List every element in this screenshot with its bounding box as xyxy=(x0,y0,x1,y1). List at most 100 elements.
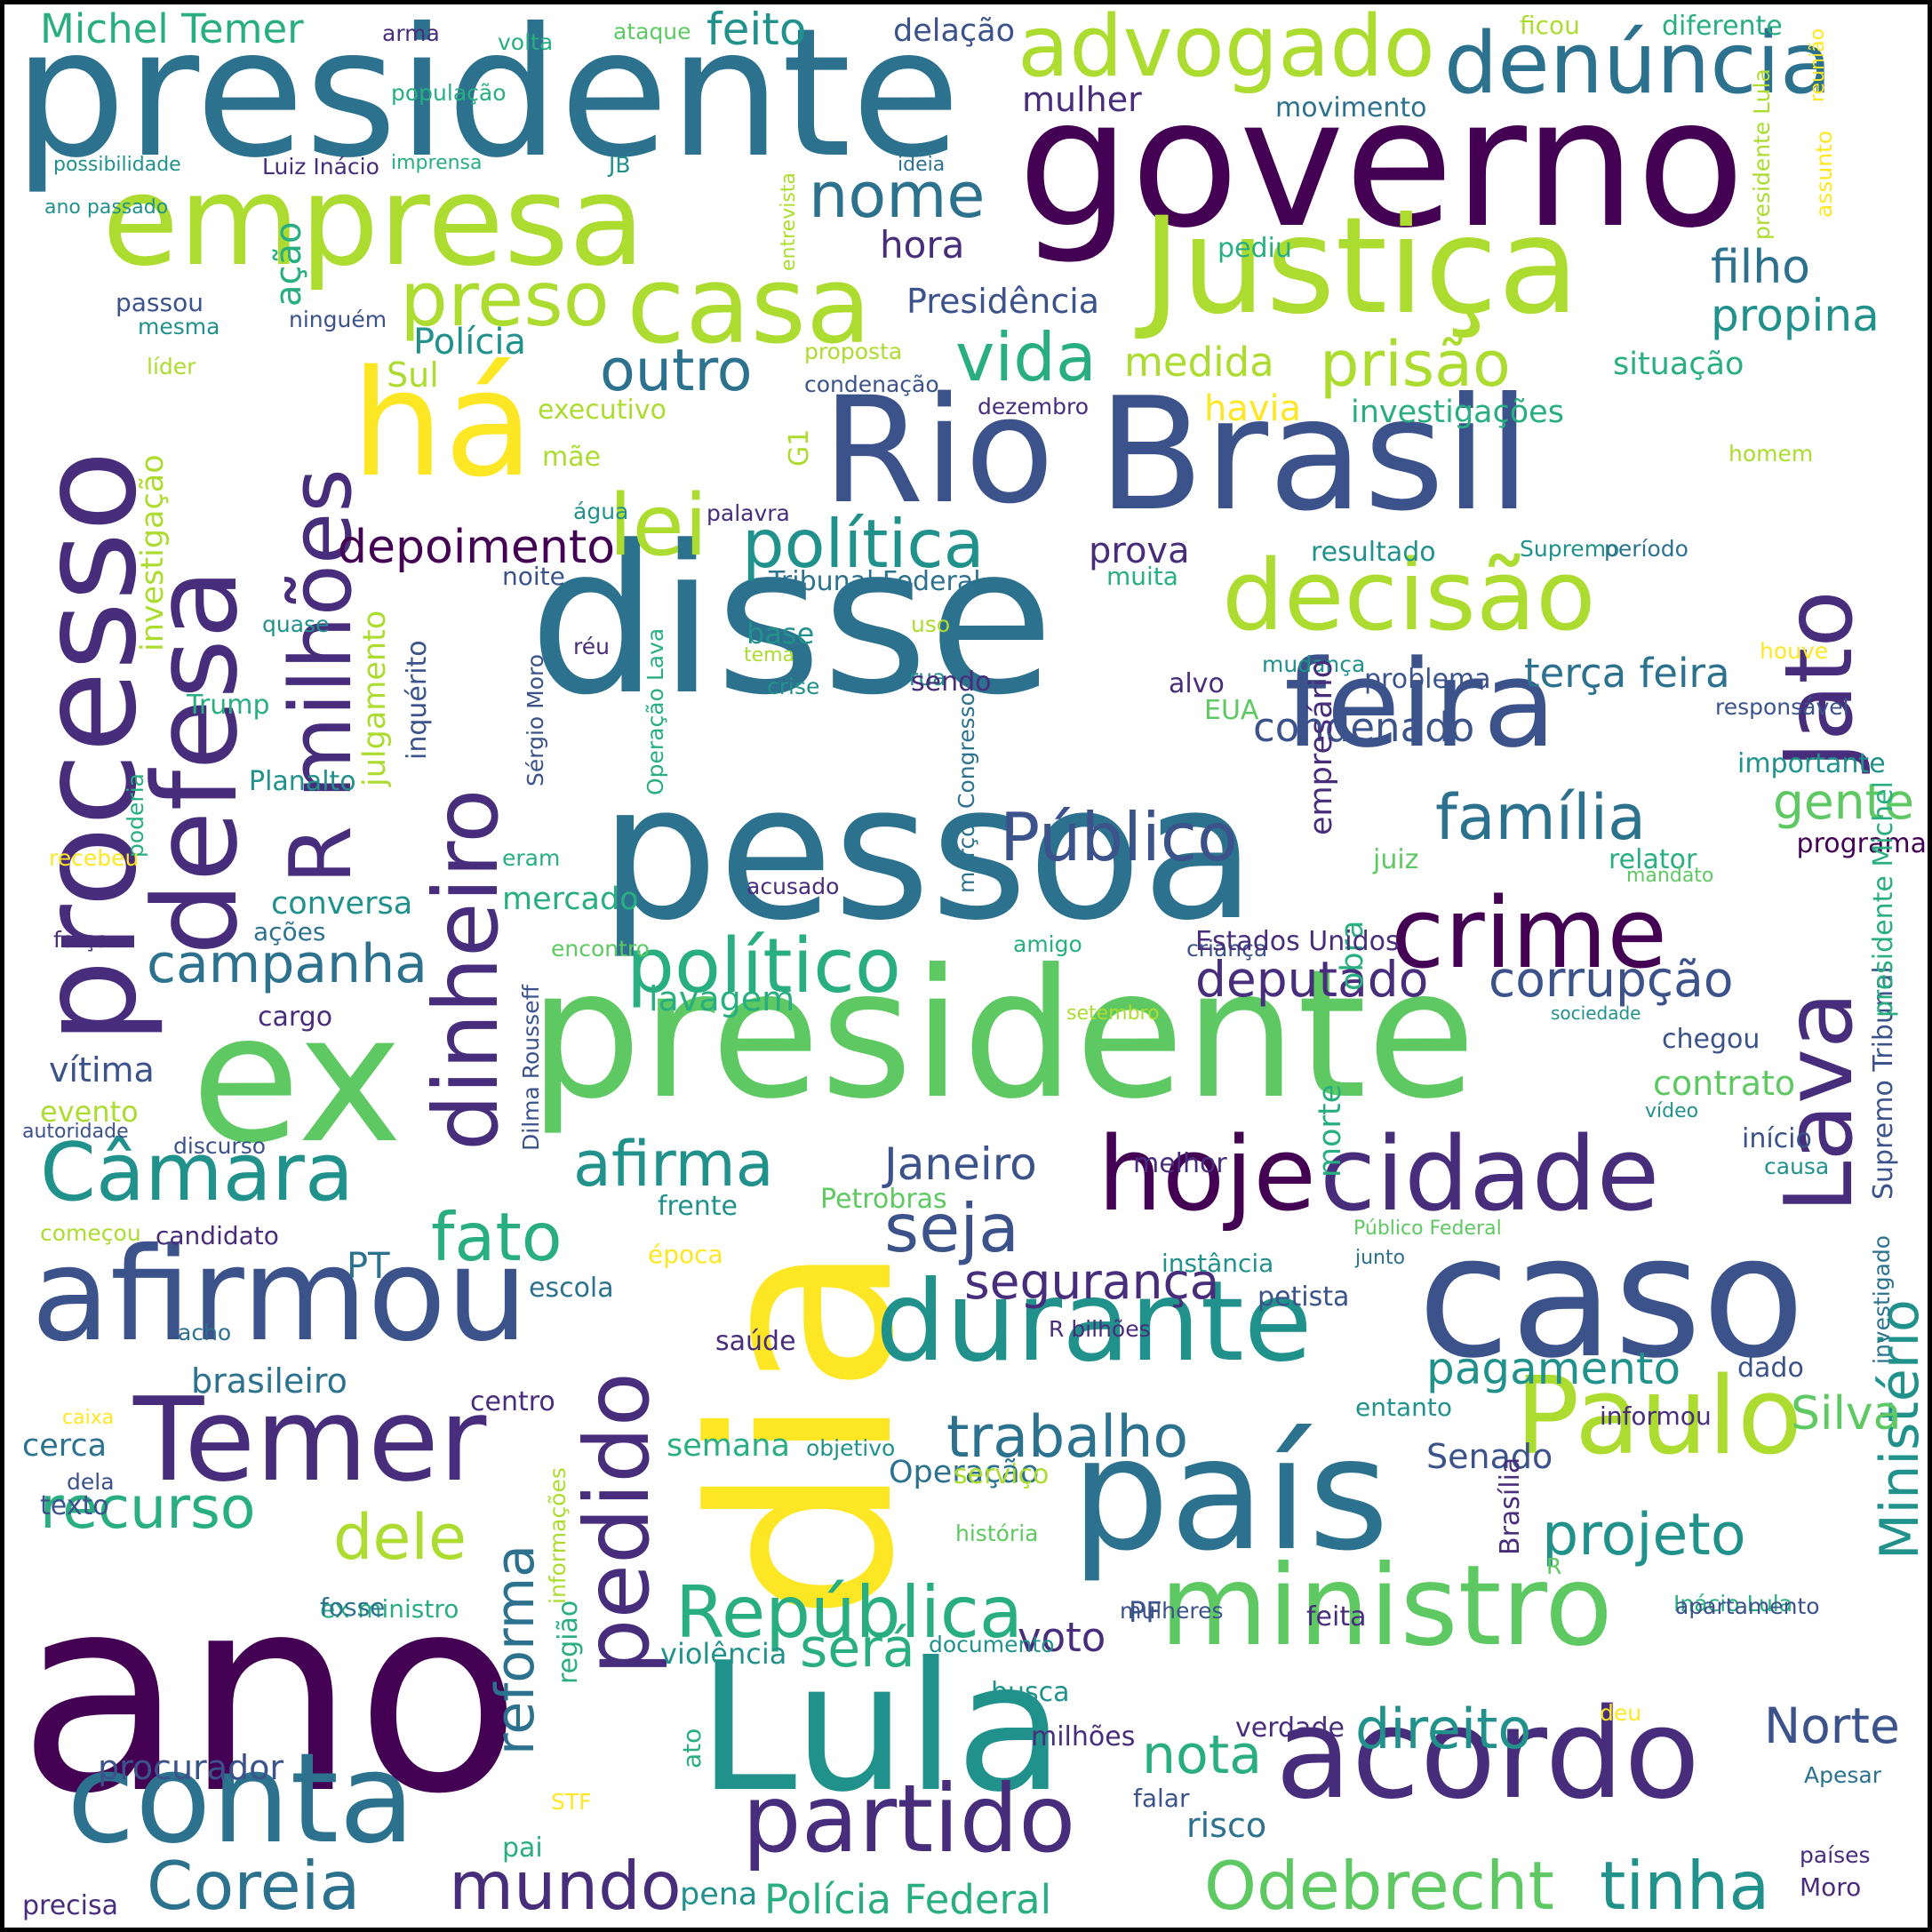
cloud-word: inquérito xyxy=(402,640,433,760)
cloud-word: criança xyxy=(1186,936,1268,962)
cloud-word: será xyxy=(800,1617,915,1680)
cloud-word: importante xyxy=(1737,748,1886,779)
cloud-word: hoje xyxy=(1098,1115,1316,1234)
cloud-word: água xyxy=(573,499,629,524)
cloud-word: casa xyxy=(627,244,872,368)
cloud-word: presidente xyxy=(13,0,961,197)
cloud-word: texto xyxy=(40,1490,109,1521)
cloud-word: cidade xyxy=(1320,1115,1660,1234)
cloud-word: discurso xyxy=(173,1133,267,1159)
cloud-word: mundo xyxy=(449,1847,682,1925)
cloud-word: eram xyxy=(502,845,561,871)
cloud-word: busca xyxy=(991,1677,1070,1708)
cloud-word: contrato xyxy=(1653,1064,1796,1103)
cloud-word: junto xyxy=(1355,1247,1406,1269)
cloud-word: falar xyxy=(1133,1784,1190,1813)
cloud-word: informações xyxy=(545,1467,571,1604)
cloud-word: pai xyxy=(502,1832,543,1864)
cloud-word: Paulo xyxy=(1515,1355,1803,1479)
cloud-word: mulheres xyxy=(1120,1598,1224,1624)
cloud-word: feira xyxy=(1284,635,1557,774)
cloud-word: responsável xyxy=(1715,694,1849,720)
cloud-word: Brasil xyxy=(1098,365,1531,546)
cloud-word: dela xyxy=(67,1469,115,1495)
cloud-word: semana xyxy=(667,1428,790,1464)
cloud-word: líder xyxy=(147,354,196,379)
cloud-word: nota xyxy=(1142,1724,1263,1786)
cloud-word: Polícia xyxy=(413,322,527,363)
cloud-word: candidato xyxy=(156,1221,279,1250)
cloud-word: ministro xyxy=(1160,1542,1613,1671)
cloud-word: Congresso xyxy=(954,692,979,809)
cloud-word: investigações xyxy=(1351,395,1564,430)
cloud-word: fosse xyxy=(320,1593,386,1622)
cloud-word: centro xyxy=(470,1386,555,1417)
cloud-word: pagamento xyxy=(1426,1343,1681,1394)
cloud-word: disse xyxy=(529,503,1055,740)
cloud-word: R xyxy=(1546,1553,1562,1579)
cloud-word: resultado xyxy=(1311,537,1436,568)
cloud-word: causa xyxy=(1764,1154,1830,1179)
cloud-word: JB xyxy=(609,152,631,178)
cloud-word: autoridade xyxy=(22,1121,129,1143)
cloud-word: entanto xyxy=(1355,1393,1452,1422)
cloud-word: Odebrecht xyxy=(1204,1847,1554,1925)
cloud-word: político xyxy=(627,922,901,1010)
cloud-word: país xyxy=(1071,1405,1390,1585)
cloud-word: petista xyxy=(1257,1281,1350,1313)
cloud-word: Janeiro xyxy=(884,1138,1037,1190)
cloud-word: lei xyxy=(609,477,708,575)
cloud-word: chegou xyxy=(1662,1024,1760,1055)
cloud-word: risco xyxy=(1186,1806,1267,1845)
cloud-word: juiz xyxy=(1373,844,1419,875)
cloud-word: diferente xyxy=(1662,11,1783,42)
cloud-word: saúde xyxy=(715,1326,796,1357)
cloud-word: Estados Unidos xyxy=(1195,926,1400,957)
cloud-word: ninguém xyxy=(289,307,387,332)
cloud-word: Rio xyxy=(822,365,1055,536)
cloud-word: afirma xyxy=(573,1128,774,1201)
cloud-word: caso xyxy=(1417,1199,1806,1395)
cloud-word: réu xyxy=(573,634,610,659)
cloud-word: tema xyxy=(744,644,795,667)
cloud-word: acordo xyxy=(1275,1682,1701,1827)
cloud-word: violência xyxy=(660,1637,787,1671)
cloud-word: escola xyxy=(529,1273,614,1304)
cloud-word: há xyxy=(351,339,534,509)
cloud-word: muita xyxy=(1106,562,1178,591)
cloud-word: filho xyxy=(1711,241,1810,294)
cloud-word: mulher xyxy=(1022,80,1142,119)
cloud-word: imprensa xyxy=(391,152,483,174)
cloud-word: política xyxy=(742,505,985,583)
cloud-word: documento xyxy=(929,1632,1055,1657)
cloud-word: Brasília xyxy=(1495,1457,1526,1555)
cloud-word: países xyxy=(1800,1842,1871,1868)
cloud-word: G1 xyxy=(784,428,815,467)
cloud-word: ação xyxy=(268,221,309,307)
cloud-word: força xyxy=(53,927,109,953)
cloud-word: base xyxy=(746,617,815,651)
cloud-word: pena xyxy=(680,1877,758,1912)
cloud-word: decisão xyxy=(1222,539,1596,652)
cloud-word: apartamento xyxy=(1675,1593,1820,1619)
cloud-word: preso xyxy=(400,256,610,344)
cloud-word: amigo xyxy=(1013,931,1082,957)
cloud-word: empresário xyxy=(1304,659,1339,835)
cloud-word: Inácio Lula xyxy=(1673,1591,1793,1617)
cloud-word: acusado xyxy=(746,874,840,899)
cloud-word: Jato xyxy=(1765,590,1873,769)
cloud-word: Michel Temer xyxy=(40,5,304,52)
cloud-word: STF xyxy=(551,1789,592,1815)
cloud-word: presidente Lula xyxy=(1749,68,1775,240)
cloud-word: objetivo xyxy=(806,1435,896,1461)
cloud-word: março xyxy=(954,823,979,893)
cloud-word: partido xyxy=(742,1765,1076,1873)
cloud-word: conversa xyxy=(271,886,413,922)
cloud-word: hora xyxy=(880,223,965,267)
cloud-word: recurso xyxy=(40,1475,256,1542)
cloud-word: assunto xyxy=(1811,130,1837,218)
cloud-word: conta xyxy=(67,1727,416,1872)
cloud-word: quase xyxy=(262,611,330,637)
cloud-word: ficou xyxy=(1520,11,1580,40)
